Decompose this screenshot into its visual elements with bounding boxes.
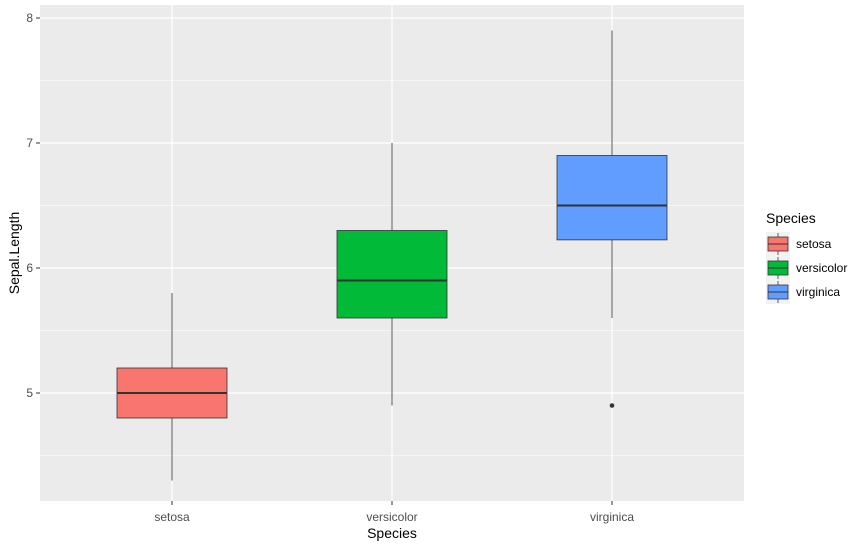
y-tick-label: 7	[26, 136, 33, 150]
outlier-point	[609, 403, 615, 408]
x-axis-title: Species	[367, 525, 417, 541]
box-group	[116, 30, 668, 481]
box-setosa	[116, 293, 228, 481]
legend: Species setosa versicolor virginica	[766, 210, 847, 304]
box-virginica	[556, 30, 668, 408]
x-tick-label: versicolor	[366, 510, 417, 524]
y-tick-label: 8	[26, 11, 33, 25]
legend-item-setosa: setosa	[766, 232, 832, 256]
y-tick-label: 6	[26, 261, 33, 275]
legend-item-virginica: virginica	[766, 280, 840, 304]
y-axis-title: Sepal.Length	[6, 212, 22, 295]
x-axis: setosa versicolor virginica	[154, 501, 634, 524]
legend-label: virginica	[796, 285, 840, 299]
legend-label: versicolor	[796, 261, 847, 275]
legend-title: Species	[766, 210, 816, 226]
legend-label: setosa	[796, 237, 832, 251]
y-axis: 5 6 7 8	[26, 11, 40, 400]
y-tick-label: 5	[26, 386, 33, 400]
x-tick-label: virginica	[590, 510, 634, 524]
legend-item-versicolor: versicolor	[766, 256, 847, 280]
box-iqr	[336, 230, 448, 319]
x-tick-label: setosa	[154, 510, 190, 524]
box-iqr	[556, 155, 668, 241]
box-versicolor	[336, 143, 448, 406]
